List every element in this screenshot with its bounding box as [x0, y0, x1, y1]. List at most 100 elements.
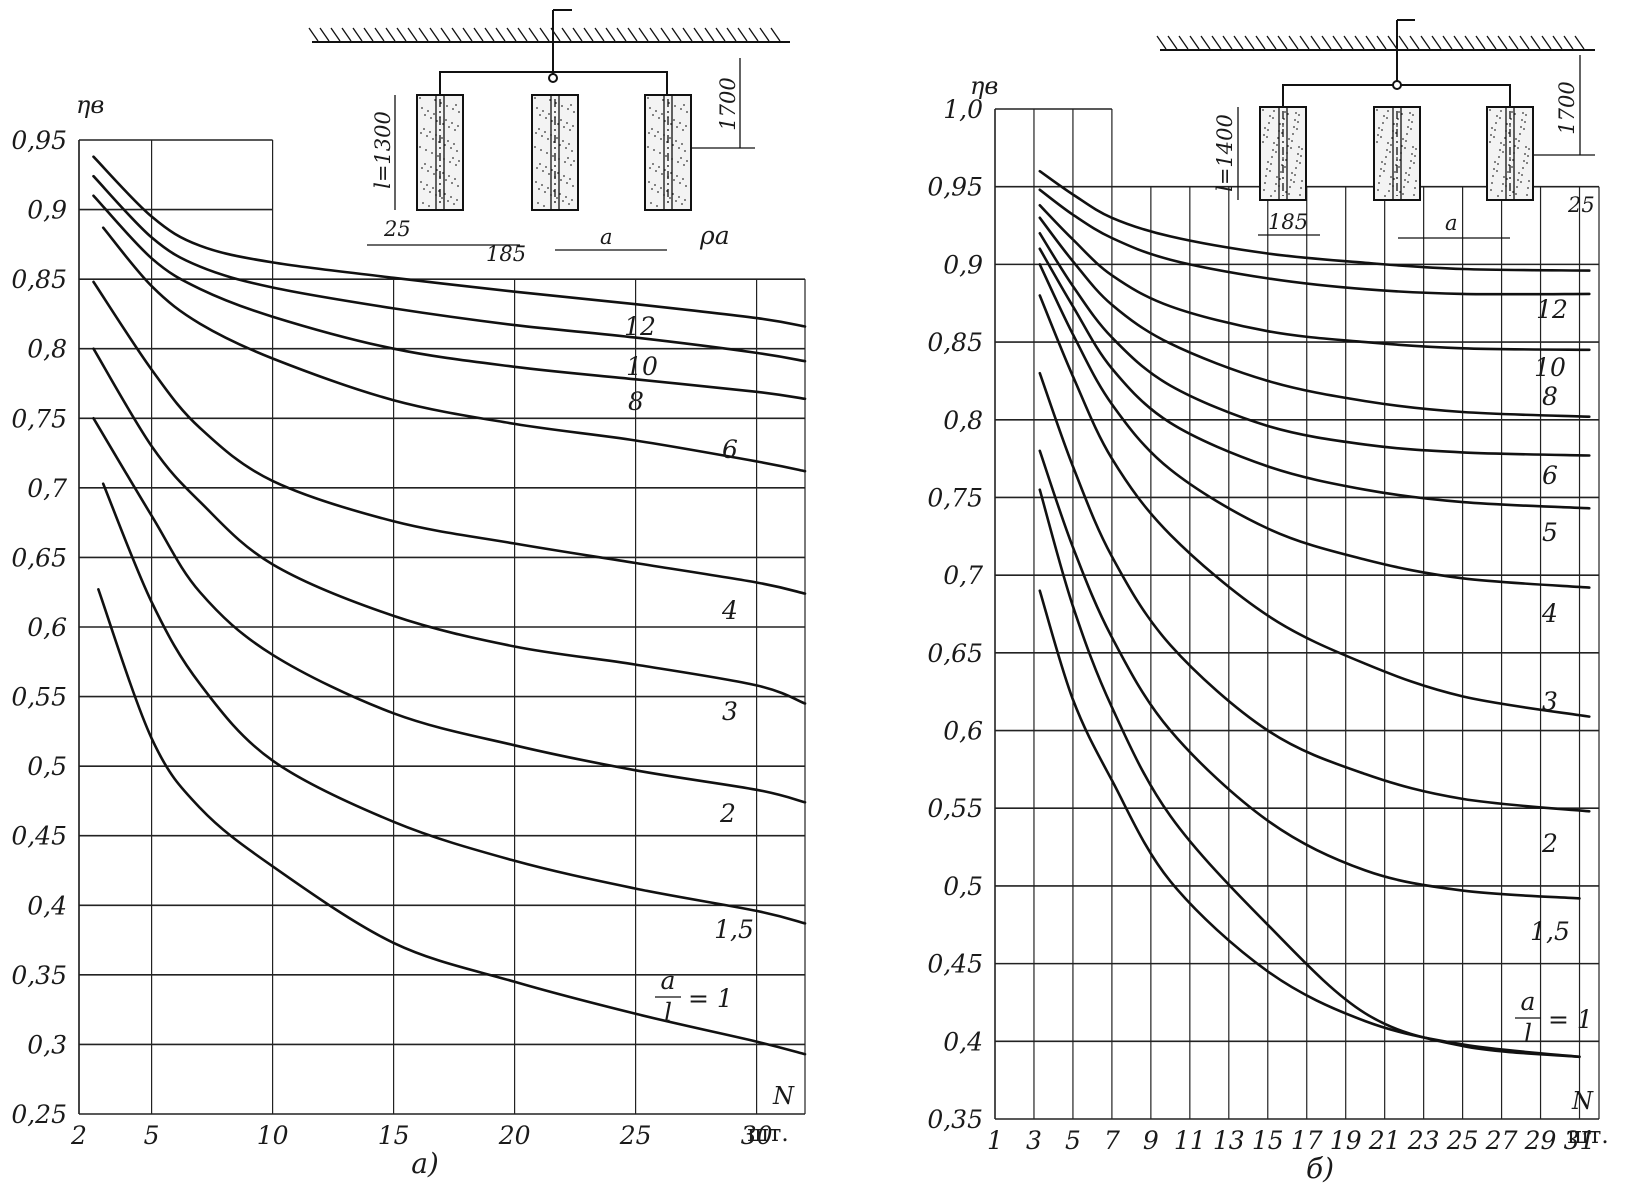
inset-a-electrode-2-speck	[566, 122, 568, 124]
inset-a-hatch	[451, 27, 462, 42]
inset-b-electrode-3-speck	[1494, 129, 1496, 131]
inset-a-electrode-1-speck	[455, 104, 457, 106]
inset-a-electrode-2-speck	[542, 110, 544, 112]
inset-b-electrode-2-speck	[1394, 171, 1396, 173]
inset-a-hatch	[583, 27, 594, 42]
panel-label-a: а)	[411, 1147, 439, 1180]
y-tick-label-a: 0,95	[11, 126, 67, 155]
x-tick-label-b: 31	[1564, 1126, 1596, 1155]
inset-a-electrode-1-speck	[445, 119, 447, 121]
series-line-b-11	[1038, 589, 1581, 1059]
inset-a-electrode-1-speck	[428, 205, 430, 207]
inset-a-electrode-2-speck	[548, 113, 550, 115]
inset-b-electrode-2-speck	[1379, 175, 1381, 177]
inset-a-electrode-3-speck	[655, 170, 657, 172]
inset-a-electrode-1-speck	[455, 164, 457, 166]
inset-b-electrode-1-speck	[1292, 133, 1294, 135]
y-tick-label-a: 0,65	[11, 543, 67, 572]
inset-b-electrode-2-speck	[1384, 195, 1386, 197]
inset-b-hatch	[1211, 35, 1222, 50]
inset-a-electrode-2-speck	[539, 163, 541, 165]
inset-a-electrode-3-speck	[650, 202, 652, 204]
inset-b-electrode-3-speck	[1524, 153, 1526, 155]
inset-a-rho: ρa	[699, 221, 730, 250]
series-line-b-7	[1038, 294, 1591, 718]
series-line-b-9	[1038, 449, 1581, 900]
inset-a-hatch	[528, 27, 539, 42]
inset-b-electrode-2-speck	[1383, 115, 1385, 117]
inset-a-electrode-2-speck	[535, 132, 537, 134]
inset-b-electrode-1-speck	[1290, 147, 1292, 149]
inset-b-electrode-1-speck	[1266, 168, 1268, 170]
inset-b-electrode-1-speck	[1266, 136, 1268, 138]
inset-b-electrode-3-speck	[1526, 162, 1528, 164]
inset-b-dim-185: 185	[1268, 210, 1308, 234]
inset-b-electrode-3-speck	[1526, 194, 1528, 196]
inset-b-hatch	[1255, 35, 1266, 50]
inset-b-electrode-2-speck	[1377, 134, 1379, 136]
inset-a-electrode-2-speck	[556, 137, 558, 139]
y-tick-label-a: 0,5	[27, 752, 67, 781]
inset-b-electrode-1-speck	[1275, 151, 1277, 153]
y-tick-label-b: 0,85	[927, 328, 983, 357]
inset-a-electrode-2-speck	[538, 188, 540, 190]
inset-b-electrode-2-speck	[1405, 172, 1407, 174]
inset-b-dim-25: 25	[1567, 193, 1595, 217]
inset-b-hatch	[1563, 35, 1574, 50]
inset-b-electrode-1-speck	[1295, 112, 1297, 114]
inset-a-electrode-1-speck	[420, 132, 422, 134]
inset-b-electrode-1-speck	[1271, 156, 1273, 158]
inset-a-electrode-2-speck	[572, 185, 574, 187]
inset-b-electrode-2-speck	[1414, 187, 1416, 189]
inset-b-electrode-1-speck	[1295, 167, 1297, 169]
inset-a-electrode-3-speck	[677, 161, 679, 163]
inset-a-electrode-1-speck	[427, 170, 429, 172]
y-axis-title-a: ηв	[76, 91, 104, 119]
grid-a	[78, 139, 806, 1115]
inset-b-electrode-2-speck	[1408, 119, 1410, 121]
inset-a-electrode-1-speck	[453, 143, 455, 145]
series-label-a-8: = 1	[688, 984, 733, 1013]
inset-b-electrode-2-speck	[1409, 167, 1411, 169]
inset-b-electrode-1-speck	[1267, 129, 1269, 131]
inset-b-electrode-3-speck	[1498, 156, 1500, 158]
inset-a-electrode-1-speck	[451, 182, 453, 184]
inset-a-electrode-3-speck	[648, 132, 650, 134]
inset-a-electrode-2-speck	[567, 108, 569, 110]
inset-a-electrode-1-speck	[456, 150, 458, 152]
inset-b-electrode-1-speck	[1288, 193, 1290, 195]
series-label-fraction-den-b: l	[1524, 1019, 1532, 1048]
series-line-b-4	[1038, 232, 1591, 457]
series-label-a-3: 6	[722, 435, 738, 464]
inset-a-electrode-1-speck	[420, 181, 422, 183]
series-line-a-4	[92, 280, 807, 595]
series-line-a-5	[92, 347, 807, 705]
inset-a-electrode-3-speck	[682, 129, 684, 131]
x-tick-label-b: 17	[1291, 1126, 1323, 1155]
inset-a-electrode-3-speck	[652, 163, 654, 165]
inset-b-electrode-3-speck	[1489, 141, 1491, 143]
inset-b-hatch	[1178, 35, 1189, 50]
inset-a-electrode-3-speck	[657, 131, 659, 133]
inset-b-hatch	[1189, 35, 1200, 50]
inset-b-electrode-1-speck	[1298, 114, 1300, 116]
series-label-b-5: 5	[1542, 518, 1558, 547]
inset-b-electrode-1-speck	[1263, 134, 1265, 136]
inset-b-electrode-1-speck	[1294, 174, 1296, 176]
series-line-b-2	[1038, 204, 1591, 352]
inset-b-hatch	[1409, 35, 1420, 50]
inset-a-electrode-3-speck	[649, 167, 651, 169]
inset-a-electrode-2-speck	[564, 161, 566, 163]
inset-a-electrode-2-speck	[569, 178, 571, 180]
inset-b-hatch	[1541, 35, 1552, 50]
inset-b-hatch	[1310, 35, 1321, 50]
inset-b-electrode-3-speck	[1491, 182, 1493, 184]
inset-b-electrode-1-speck	[1268, 122, 1270, 124]
inset-b-electrode-3-speck	[1497, 195, 1499, 197]
inset-a-hatch	[506, 27, 517, 42]
inset-a-electrode-1-speck	[456, 199, 458, 201]
inset-a-electrode-2-speck	[545, 117, 547, 119]
inset-b-dim-a: a	[1445, 211, 1458, 235]
inset-b-electrode-1-speck	[1297, 153, 1299, 155]
